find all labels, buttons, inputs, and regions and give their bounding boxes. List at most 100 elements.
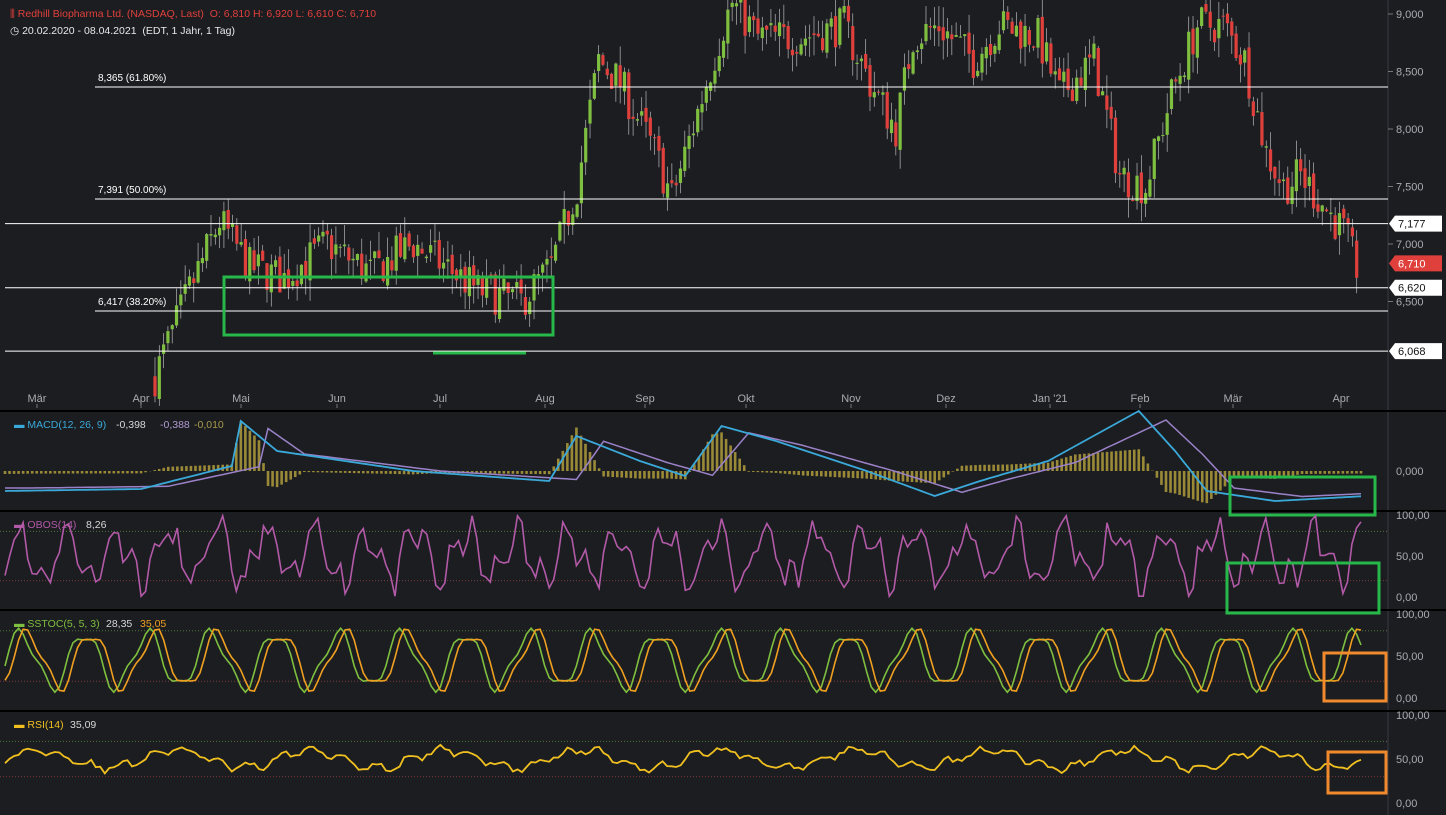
candle-body (1096, 47, 1100, 96)
candle-body (243, 239, 248, 278)
time-axis-label: Dez (936, 393, 956, 405)
macd-histogram-bar (697, 456, 701, 471)
oscillator-axis-label: 50,00 (1396, 651, 1424, 663)
macd-histogram-bar (1268, 471, 1272, 479)
candle-body (1092, 43, 1096, 59)
candle-body (308, 242, 312, 281)
candle-body (523, 297, 528, 315)
macd-histogram-bar (1282, 471, 1286, 478)
macd-histogram-bar (1033, 463, 1036, 471)
candle-body (1161, 135, 1165, 137)
candle-body (877, 91, 881, 93)
candle-body (1221, 15, 1225, 17)
candle-body (1350, 227, 1354, 237)
candle-body (1169, 79, 1174, 109)
macd-histogram-bar (1146, 463, 1150, 471)
macd-histogram-bar (765, 471, 769, 473)
candle-body (851, 26, 855, 61)
macd-histogram-bar (398, 471, 401, 475)
price-tag (1389, 255, 1442, 272)
candle-body (571, 214, 575, 225)
candle-body (976, 70, 980, 77)
candle-body (1006, 11, 1010, 20)
candle-body (1083, 57, 1087, 90)
candle-body (1049, 43, 1053, 74)
candle-body (515, 282, 519, 288)
macd-histogram-bar (838, 471, 841, 478)
macd-histogram-bar (960, 465, 964, 471)
macd-histogram-bar (928, 471, 932, 483)
candle-body (945, 31, 950, 39)
candle-body (881, 92, 885, 95)
macd-axis-label: 0,000 (1396, 466, 1424, 478)
candle-body (192, 278, 196, 284)
sstoc-k-line (4, 626, 1362, 694)
macd-histogram-bar (747, 471, 751, 472)
macd-histogram-bar (361, 471, 365, 474)
candle-body (812, 33, 816, 36)
macd-histogram-bar (153, 470, 156, 471)
candle-body (304, 260, 308, 277)
candle-body (588, 99, 592, 124)
macd-histogram-bar (176, 466, 179, 471)
macd-histogram-bar (212, 465, 215, 471)
macd-histogram-bar (1305, 471, 1308, 474)
price-axis-label: 7,500 (1396, 182, 1424, 194)
candle-body (1299, 159, 1303, 172)
candle-body (170, 325, 174, 330)
candle-body (1234, 33, 1238, 58)
candle-body (1247, 47, 1251, 99)
candle-body (325, 230, 329, 235)
macd-histogram-bar (751, 471, 755, 472)
candle-body (1268, 149, 1273, 172)
candle-body (644, 107, 648, 122)
candle-body (713, 70, 717, 84)
candle-body (218, 227, 222, 236)
candle-body (889, 119, 894, 134)
macd-histogram-bar (239, 421, 243, 471)
candle-body (1152, 138, 1156, 179)
candle-body (592, 73, 596, 99)
candle-body (997, 34, 1001, 51)
fib-level-label: 6,417 (38.20%) (98, 297, 166, 308)
macd-histogram-bar (44, 471, 48, 474)
macd-histogram-bar (339, 471, 342, 473)
time-axis-label: Mär (1224, 393, 1243, 405)
macd-histogram-bar (733, 452, 737, 471)
macd-histogram-bar (21, 471, 25, 474)
macd-histogram-bar (788, 471, 791, 475)
candle-body (584, 127, 588, 163)
candle-body (261, 250, 265, 261)
candle-body (842, 6, 846, 13)
rsi-value: 35,09 (70, 719, 96, 731)
candle-body (829, 18, 833, 27)
candle-body (993, 45, 997, 54)
sstoc-title: ▬ SSTOC(5, 5, 3) (14, 618, 100, 630)
macd-histogram-bar (797, 471, 800, 476)
candle-body (450, 254, 454, 275)
price-axis-label: 8,500 (1396, 67, 1424, 79)
macd-histogram-bar (357, 471, 361, 474)
candle-body (1225, 13, 1230, 24)
sstoc-d-value: 35,05 (140, 618, 166, 630)
candle-body (743, 0, 747, 36)
candle-body (196, 261, 200, 283)
candle-body (1156, 136, 1161, 142)
macd-histogram-bar (49, 471, 52, 474)
candle-body (1281, 179, 1286, 182)
sstoc-d-line (4, 628, 1362, 692)
oscillator-axis-label: 0,00 (1396, 693, 1417, 705)
candle-body (347, 247, 351, 261)
macd-histogram-bar (742, 465, 746, 471)
macd-histogram-bar (729, 445, 732, 471)
candle-body (1208, 11, 1212, 28)
candle-body (678, 168, 683, 183)
candle-body (1019, 21, 1023, 49)
candle-body (1165, 113, 1169, 135)
macd-histogram-bar (987, 464, 991, 471)
macd-histogram-bar (715, 433, 719, 471)
candle-body (407, 233, 411, 247)
candle-body (726, 9, 730, 44)
macd-histogram-bar (883, 471, 887, 481)
